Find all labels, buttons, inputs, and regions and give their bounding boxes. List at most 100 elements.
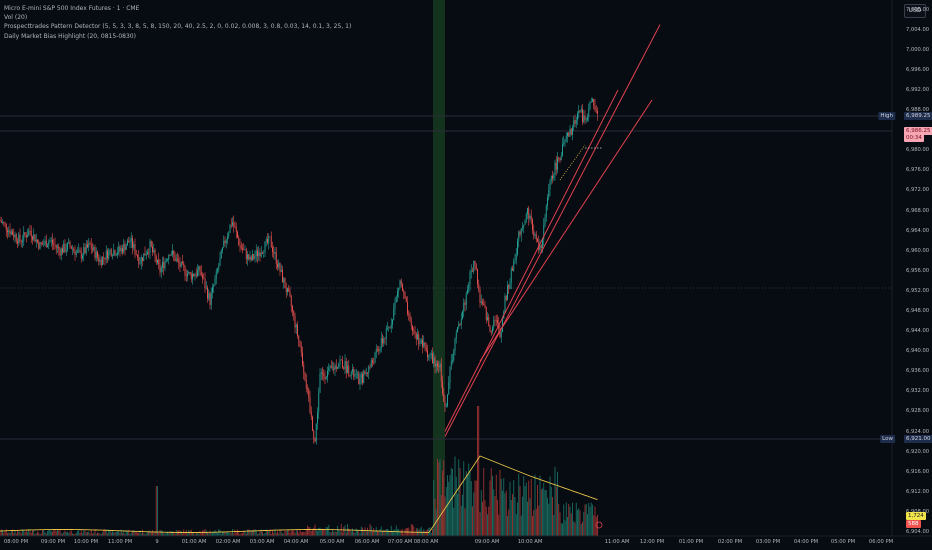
candle-body [529,215,531,219]
candle-body [234,226,236,228]
volume-bar [178,530,180,536]
currency-button[interactable]: USD [904,4,926,18]
candle-body [335,365,337,369]
volume-bar [364,527,366,536]
volume-bar [487,514,488,536]
candle-body [574,120,576,124]
volume-bar [485,506,487,536]
price-axis[interactable]: 7,008.00 7,004.00 7,000.00 6,996.00 6,992.00… [878,0,932,536]
candle-body [189,271,191,274]
candle-body [330,365,332,368]
candle-body [442,381,443,394]
bias-indicator-label[interactable]: Daily Market Bias Highlight (20, 0815-08… [4,32,136,40]
volume-bar [80,529,82,536]
volume-bar [102,532,103,536]
candle-body [245,249,247,260]
volume-bar [579,510,581,536]
candle-body [15,234,17,241]
candle-body [409,314,411,321]
candle-body [105,250,107,260]
candle-body [50,240,52,241]
candle-body [357,373,358,375]
candle-body [215,271,217,279]
volume-bar [242,533,243,536]
volume-bar [39,533,41,536]
pattern-indicator-label[interactable]: Prospecttrades Pattern Detector (5, 5, 3… [4,23,352,31]
candle-body [205,287,207,289]
volume-bar [24,532,26,536]
volume-bar [299,529,301,536]
volume-bar [117,531,118,536]
volume-bar [53,529,55,536]
volume-bar [130,532,132,536]
volume-bar [54,529,56,536]
candle-body [284,278,286,289]
volume-bar [385,529,387,536]
volume-bar [260,529,262,536]
volume-bar [248,529,250,536]
candle-body [237,231,238,238]
vol-indicator-label[interactable]: Vol (20) [4,14,28,22]
candle-body [475,264,477,269]
candle-body [159,264,161,273]
candle-body [18,234,20,244]
candle-body [497,320,498,323]
volume-bar [52,531,53,536]
volume-bar [589,506,591,536]
candle-body [229,224,231,233]
price-tick: 6,936.00 [906,368,930,375]
volume-bar [133,530,135,536]
candle-body [553,174,555,179]
candle-body [394,301,396,309]
candle-body [94,247,96,259]
candle-body [507,285,508,301]
candle-body [592,99,593,103]
time-tick: 04:00 AM [283,539,309,545]
volume-bar [139,530,141,536]
candle-body [283,278,285,283]
candle-body [522,227,523,229]
candle-body [484,304,486,307]
candle-body [577,113,578,120]
volume-bar [237,529,238,536]
alert-marker [595,521,603,529]
candle-body [295,324,297,328]
candle-body [510,268,512,283]
candle-body [458,323,460,328]
candle-body [479,289,481,303]
volume-bar [203,530,205,536]
volume-bar [470,481,472,536]
candle-body [249,256,251,260]
volume-bar [390,525,392,536]
candle-body [68,241,70,244]
candle-body [549,181,551,190]
candle-body [235,227,237,232]
volume-bar [594,506,596,536]
candle-body [267,239,268,243]
volume-bar [244,530,246,536]
candle-body [290,296,292,307]
candle-body [310,411,312,417]
candle-body [307,388,308,390]
volume-bar [397,529,398,536]
candle-body [425,347,427,351]
candle-body [535,234,537,240]
time-axis[interactable]: 08:00 PM 09:00 PM 10:00 PM 11:00 PM 9 01:00 A… [0,536,893,550]
volume-bar [227,531,228,536]
volume-bar [550,487,552,536]
volume-bar [448,481,450,536]
candle-body [390,324,392,328]
symbol-title[interactable]: Micro E-mini S&P 500 Index Futures · 1 ·… [4,5,140,12]
price-tick: 6,948.00 [906,307,930,314]
volume-bar [565,502,567,536]
candle-body [132,238,133,248]
candle-body [597,110,598,114]
price-tick: 6,972.00 [906,187,930,194]
volume-bar [449,475,451,536]
volume-bar [285,531,287,536]
volume-bar [524,486,526,536]
candle-body [372,360,373,363]
volume-bar [574,522,576,536]
candle-body [384,338,386,339]
